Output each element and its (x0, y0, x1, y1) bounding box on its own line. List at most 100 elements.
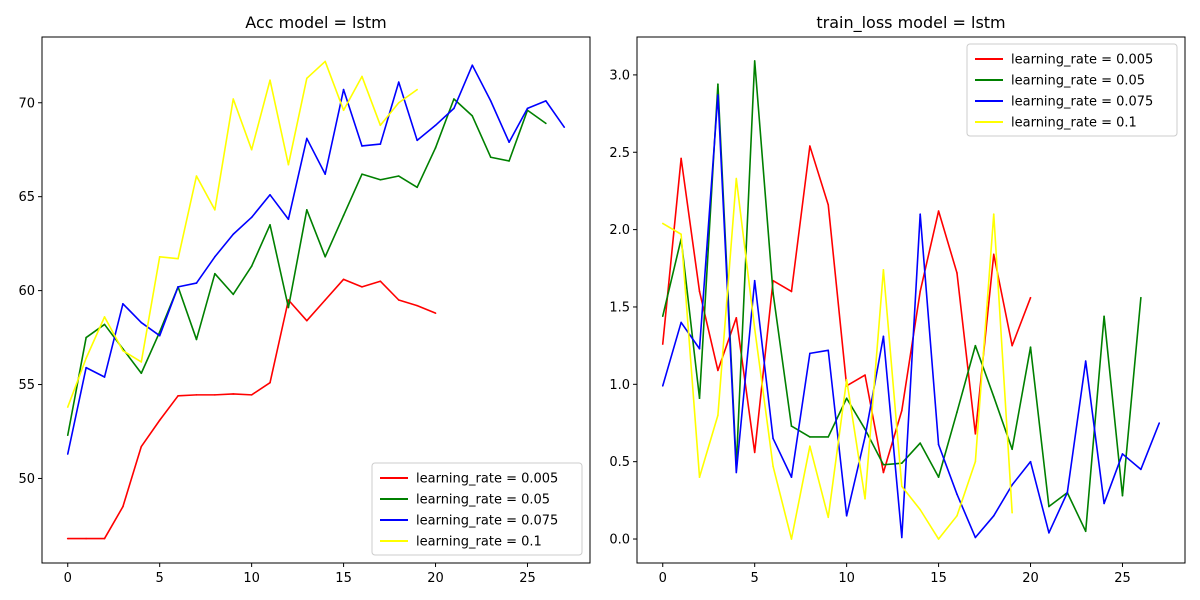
y-tick-label: 3.0 (609, 68, 630, 83)
series-line-group (661, 177, 1013, 540)
y-tick-label: 50 (18, 472, 35, 487)
data-point (140, 321, 143, 324)
data-point (177, 257, 179, 260)
data-point (250, 394, 253, 396)
data-point (790, 538, 793, 540)
data-point (717, 94, 719, 96)
data-point (1121, 494, 1124, 497)
data-point (956, 272, 958, 274)
chart-title: Acc model = lstm (245, 13, 386, 32)
data-point (269, 79, 271, 82)
data-point (1029, 346, 1032, 348)
data-point (753, 451, 756, 454)
data-point (232, 293, 235, 296)
data-point (1103, 315, 1105, 318)
x-tick-label: 0 (64, 571, 72, 586)
data-point (158, 331, 161, 333)
data-point (397, 299, 400, 301)
data-point (342, 88, 345, 91)
data-point (545, 100, 547, 102)
data-point (827, 436, 830, 438)
data-point (1048, 505, 1050, 508)
data-point (250, 148, 253, 151)
data-point (158, 419, 161, 422)
series-line-group (66, 278, 437, 540)
y-tick-label: 1.5 (609, 300, 630, 315)
data-point (214, 272, 216, 275)
data-point (827, 516, 830, 519)
data-point (416, 304, 418, 307)
data-point (735, 471, 738, 474)
data-point (342, 214, 345, 217)
data-point (324, 173, 326, 175)
data-point (661, 315, 664, 318)
data-point (790, 476, 793, 478)
data-point (66, 453, 69, 455)
data-point (140, 361, 143, 363)
data-point (103, 323, 106, 326)
legend: learning_rate = 0.005 learning_rate = 0.0… (966, 43, 1178, 137)
data-point (680, 233, 682, 236)
data-point (232, 233, 235, 236)
data-point (992, 395, 995, 398)
data-point (287, 163, 290, 166)
data-point (158, 255, 161, 258)
data-point (66, 537, 69, 540)
data-point (140, 372, 143, 375)
x-tick-label: 10 (243, 571, 260, 586)
data-point (717, 414, 719, 417)
y-tick-label: 0.5 (609, 455, 630, 470)
series-line-group (66, 64, 566, 455)
y-tick-label: 65 (18, 190, 35, 205)
data-point (827, 204, 830, 206)
data-point (845, 378, 848, 381)
data-point (882, 471, 885, 474)
data-point (790, 290, 793, 293)
data-point (974, 344, 977, 347)
data-point (103, 316, 106, 318)
data-point (250, 265, 253, 267)
data-point (937, 210, 940, 212)
data-point (1011, 448, 1013, 451)
data-point (698, 290, 701, 293)
data-point (306, 209, 308, 211)
data-point (864, 498, 866, 500)
data-point (992, 213, 995, 215)
x-tick-label: 5 (751, 571, 759, 586)
data-point (735, 316, 738, 319)
y-tick-label: 55 (18, 378, 35, 393)
data-point (753, 279, 756, 282)
data-point (809, 145, 811, 147)
data-point (937, 476, 940, 478)
legend-label: learning_rate = 0.05 (1011, 74, 1145, 89)
data-point (1121, 453, 1124, 455)
x-tick-label: 0 (659, 571, 667, 586)
data-point (698, 476, 701, 478)
data-point (772, 292, 774, 294)
y-tick-label: 70 (18, 96, 35, 111)
series-line-group (66, 98, 547, 437)
data-point (158, 334, 161, 337)
data-point (324, 60, 326, 63)
data-point (269, 224, 271, 226)
legend: learning_rate = 0.005 learning_rate = 0.0… (371, 462, 583, 556)
data-point (563, 126, 566, 128)
data-point (214, 394, 216, 396)
data-point (753, 60, 756, 62)
data-point (809, 352, 811, 355)
y-tick-label: 2.5 (609, 146, 630, 161)
data-point (214, 255, 216, 258)
data-point (122, 505, 124, 508)
data-point (809, 436, 811, 438)
x-tick-label: 15 (335, 571, 352, 586)
data-point (919, 508, 921, 511)
legend-box (966, 43, 1178, 137)
data-point (882, 463, 885, 466)
data-point (1140, 468, 1142, 471)
series-line (662, 177, 1013, 540)
data-point (122, 302, 124, 305)
data-point (397, 101, 400, 104)
data-point (416, 186, 418, 189)
legend-label: learning_rate = 0.005 (1011, 53, 1153, 68)
